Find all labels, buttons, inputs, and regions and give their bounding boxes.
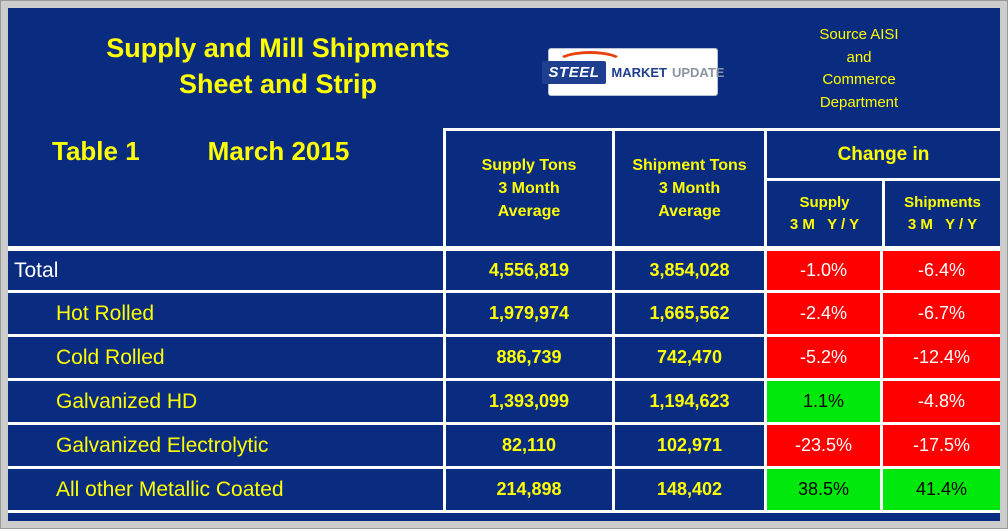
shipments-value: 1,194,623: [612, 378, 764, 422]
col-header-change-in: Change in: [767, 131, 1000, 181]
logo-market-text: MARKET: [611, 64, 667, 80]
table-number: Table 1: [52, 136, 140, 166]
shipments-value: 3,854,028: [612, 246, 764, 290]
supply-value: 1,393,099: [443, 378, 612, 422]
supply-value: 82,110: [443, 422, 612, 466]
report-header: Supply and Mill Shipments Sheet and Stri…: [8, 8, 1000, 128]
logo-swoosh-icon: [557, 51, 623, 73]
shipments-change-cell: -6.4%: [880, 246, 1000, 290]
col-header-shipment: Shipment Tons 3 Month Average: [612, 128, 764, 246]
row-label: All other Metallic Coated: [8, 466, 443, 510]
supply-value: 214,898: [443, 466, 612, 510]
supply-change-cell: -1.0%: [764, 246, 880, 290]
source-note: Source AISI and Commerce Department: [819, 26, 899, 111]
supply-value: 886,739: [443, 334, 612, 378]
report-title: Supply and Mill Shipments Sheet and Stri…: [106, 33, 450, 100]
row-label: Total: [8, 246, 443, 290]
logo-update-text: UPDATE: [671, 64, 725, 80]
row-label: Galvanized Electrolytic: [8, 422, 443, 466]
shipments-change-cell: -6.7%: [880, 290, 1000, 334]
supply-change-cell: 38.5%: [764, 466, 880, 510]
supply-change-cell: 1.1%: [764, 378, 880, 422]
shipments-change-cell: -17.5%: [880, 422, 1000, 466]
supply-change-cell: -23.5%: [764, 422, 880, 466]
report-board: Supply and Mill Shipments Sheet and Stri…: [8, 8, 1000, 521]
period-label: March 2015: [207, 136, 350, 166]
supply-value: 1,979,974: [443, 290, 612, 334]
supply-value: 4,556,819: [443, 246, 612, 290]
col-header-change-group: Change in Supply 3 M Y / Y Shipments 3 M…: [764, 128, 1000, 246]
row-label: Galvanized HD: [8, 378, 443, 422]
supply-change-cell: -2.4%: [764, 290, 880, 334]
shipments-value: 1,665,562: [612, 290, 764, 334]
shipments-change-cell: -4.8%: [880, 378, 1000, 422]
col-header-shipments-change: Shipments 3 M Y / Y: [882, 181, 1000, 246]
table-caption: Table 1 March 2015: [8, 128, 443, 246]
shipments-value: 742,470: [612, 334, 764, 378]
shipments-value: 102,971: [612, 422, 764, 466]
row-label: Hot Rolled: [8, 290, 443, 334]
shipments-change-cell: 41.4%: [880, 466, 1000, 510]
shipments-value: 148,402: [612, 466, 764, 510]
change-subheaders: Supply 3 M Y / Y Shipments 3 M Y / Y: [767, 181, 1000, 246]
col-header-supply-change: Supply 3 M Y / Y: [789, 193, 860, 233]
supply-change-cell: -5.2%: [764, 334, 880, 378]
steel-market-update-logo: STEEL MARKET UPDATE: [541, 48, 724, 96]
col-header-supply: Supply Tons 3 Month Average: [443, 128, 612, 246]
data-table: Table 1 March 2015 Supply Tons 3 Month A…: [8, 128, 1000, 513]
shipments-change-cell: -12.4%: [880, 334, 1000, 378]
row-label: Cold Rolled: [8, 334, 443, 378]
